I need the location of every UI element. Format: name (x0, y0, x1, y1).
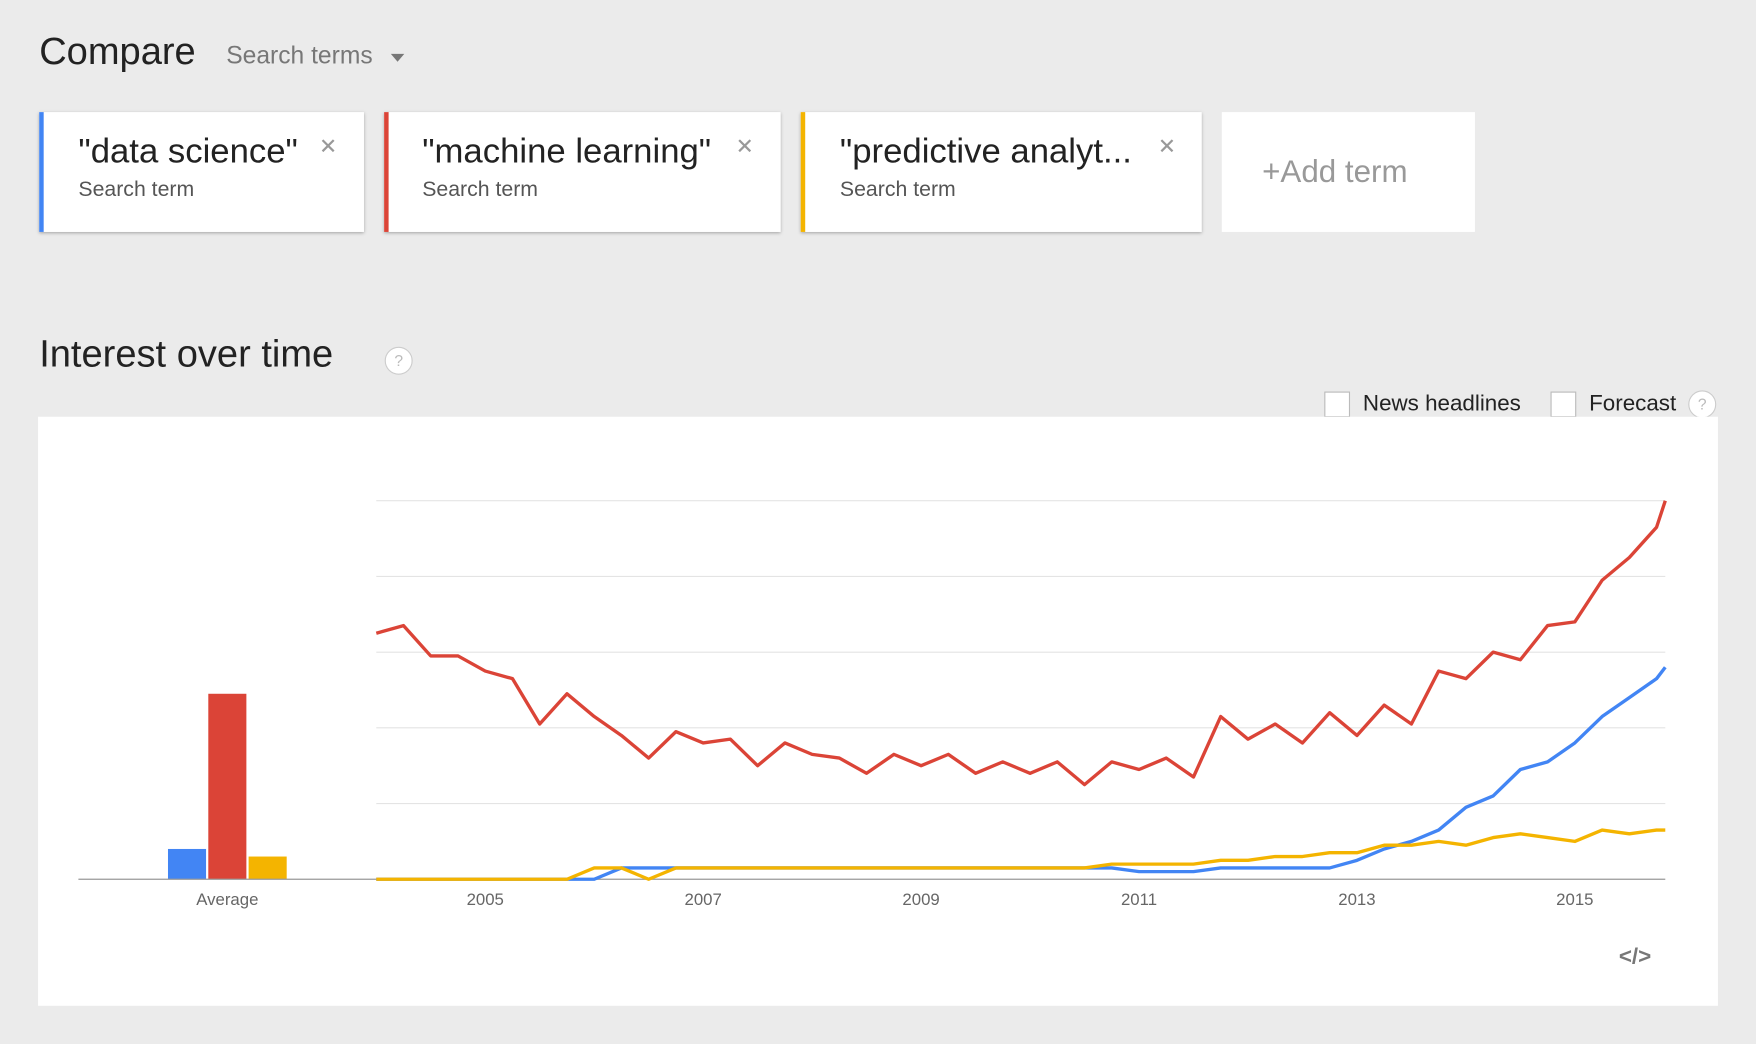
x-tick-label: Average (196, 890, 258, 909)
remove-icon[interactable] (321, 139, 335, 153)
option-label[interactable]: News headlines (1363, 390, 1521, 415)
term-sublabel: Search term (422, 177, 538, 201)
term-card[interactable]: "machine learning" Search term (384, 112, 781, 232)
x-tick-label: 2005 (467, 890, 504, 909)
term-sublabel: Search term (840, 177, 956, 201)
bar (248, 856, 287, 880)
card-bg (384, 112, 781, 232)
help-glyph[interactable]: ? (1698, 397, 1707, 414)
card-bg (39, 112, 364, 232)
remove-icon[interactable] (738, 139, 752, 153)
checkbox[interactable] (1324, 391, 1351, 418)
line-series (375, 500, 1667, 787)
checkbox[interactable] (1550, 391, 1577, 418)
help-icon[interactable] (384, 346, 413, 375)
x-tick-label: 2007 (684, 890, 721, 909)
add-term-card[interactable]: +Add term (1221, 112, 1475, 232)
chart-panel (38, 416, 1718, 1006)
bar (208, 693, 247, 880)
term-card[interactable]: "data science" Search term (39, 112, 364, 232)
plot: Average 2005 2007 2009 2011 2013 2015 (78, 500, 1667, 909)
dropdown-arrow[interactable] (390, 53, 405, 62)
help-glyph[interactable]: ? (394, 353, 403, 370)
remove-icon[interactable] (1160, 139, 1174, 153)
search-terms-menu[interactable]: Search terms (226, 43, 372, 70)
card-accent (384, 112, 389, 232)
card-bg (1221, 112, 1475, 232)
card-accent (800, 112, 806, 232)
line-series (376, 828, 1666, 881)
term-label: "data science" (78, 133, 298, 171)
term-label: "machine learning" (422, 133, 711, 171)
add-term[interactable]: +Add term (1262, 154, 1407, 189)
card-accent (39, 112, 44, 232)
x-tick-label: 2011 (1121, 890, 1157, 909)
x-tick-label: 2013 (1338, 890, 1375, 909)
x-tick-label: 2015 (1556, 890, 1593, 909)
term-label: "predictive analyt... (840, 133, 1132, 171)
term-sublabel: Search term (78, 177, 194, 201)
section-title: Interest over time (39, 333, 333, 375)
option-label[interactable]: Forecast (1589, 390, 1677, 415)
x-tick-label: 2009 (902, 890, 939, 909)
page-title: Compare (39, 31, 196, 73)
term-card[interactable]: "predictive analyt... Search term (800, 112, 1202, 232)
embed-icon[interactable]: </> (1619, 944, 1651, 969)
bar (167, 848, 207, 880)
card-bg (800, 112, 1202, 232)
